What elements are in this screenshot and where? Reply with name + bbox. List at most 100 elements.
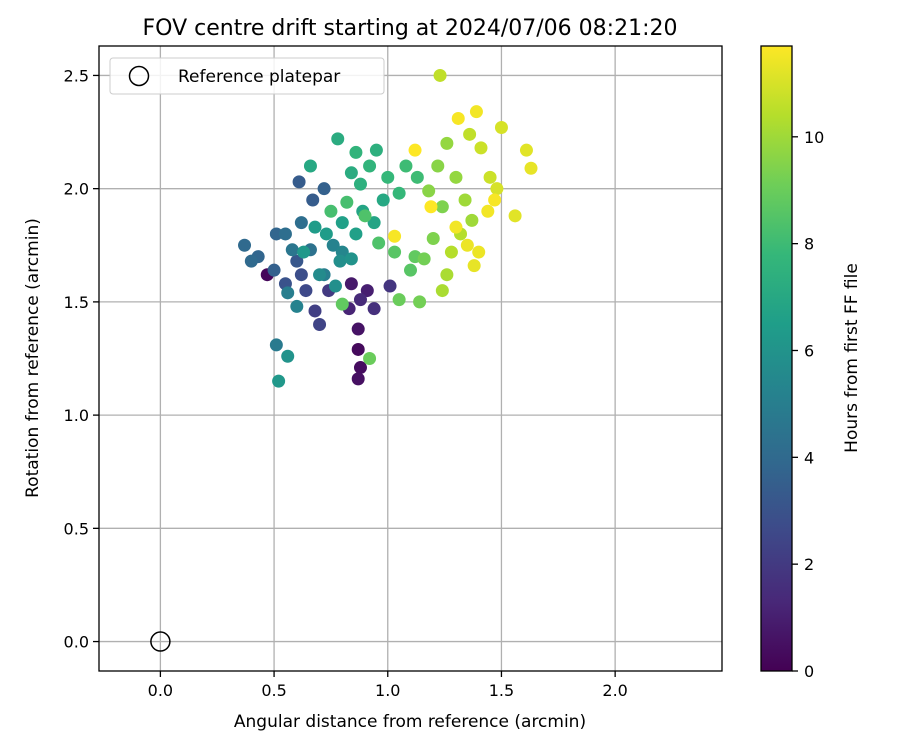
colorbar-label: Hours from first FF file	[842, 263, 862, 453]
data-point	[392, 186, 406, 200]
data-point	[367, 302, 381, 316]
data-point	[331, 132, 345, 146]
data-point	[417, 252, 431, 266]
data-point	[449, 220, 463, 234]
data-point	[440, 268, 454, 282]
colorbar-tick-label: 10	[804, 128, 824, 147]
y-tick-label: 1.5	[64, 293, 89, 312]
data-point	[472, 245, 486, 259]
data-point	[458, 193, 472, 207]
data-point	[292, 175, 306, 189]
colorbar-tick-label: 2	[804, 555, 814, 574]
data-point	[424, 200, 438, 214]
reference-marker-layer	[150, 631, 171, 652]
data-point	[344, 252, 358, 266]
data-point	[319, 227, 333, 241]
data-point	[435, 284, 449, 298]
data-point	[340, 195, 354, 209]
data-point	[267, 263, 281, 277]
data-point	[335, 297, 349, 311]
data-point	[519, 143, 533, 157]
data-point	[465, 213, 479, 227]
data-point	[344, 166, 358, 180]
data-point	[297, 245, 311, 259]
x-axis-label: Angular distance from reference (arcmin)	[234, 712, 586, 732]
data-point	[469, 105, 483, 119]
chart-title: FOV centre drift starting at 2024/07/06 …	[143, 16, 678, 41]
data-point	[326, 238, 340, 252]
data-points	[238, 68, 538, 388]
y-tick-label: 2.0	[64, 180, 89, 199]
colorbar-ticks: 0 2 4 6 8 10	[792, 128, 824, 681]
legend-marker-reference	[128, 65, 150, 87]
data-point	[494, 121, 508, 135]
y-axis-ticks: 0.0 0.5 1.0 1.5 2.0 2.5	[64, 66, 99, 652]
data-point	[444, 245, 458, 259]
data-point	[376, 193, 390, 207]
colorbar-tick-label: 4	[804, 448, 814, 467]
x-axis-ticks: 0.0 0.5 1.0 1.5 2.0	[148, 671, 628, 700]
data-point	[308, 220, 322, 234]
data-point	[422, 184, 436, 198]
data-point	[383, 279, 397, 293]
data-point	[467, 259, 481, 273]
data-point	[369, 143, 383, 157]
data-point	[313, 268, 327, 282]
data-point	[351, 342, 365, 356]
data-point	[433, 68, 447, 82]
y-tick-label: 0.5	[64, 519, 89, 538]
data-point	[294, 268, 308, 282]
x-tick-label: 1.0	[375, 681, 400, 700]
legend-box	[109, 57, 385, 95]
data-point	[333, 254, 347, 268]
data-point	[353, 177, 367, 191]
data-point	[272, 374, 286, 388]
data-point	[381, 170, 395, 184]
data-point	[308, 304, 322, 318]
x-tick-label: 2.0	[602, 681, 627, 700]
data-point	[306, 193, 320, 207]
data-point	[404, 263, 417, 277]
data-point	[363, 159, 377, 173]
x-tick-label: 1.5	[489, 681, 514, 700]
data-point	[481, 204, 495, 218]
data-point	[349, 227, 363, 241]
colorbar: 0 2 4 6 8 10 Hours from first FF file	[760, 45, 862, 681]
data-point	[351, 322, 365, 336]
data-point	[388, 245, 402, 259]
plot-frame	[98, 45, 723, 672]
data-point	[440, 136, 454, 150]
data-point	[367, 216, 381, 230]
data-point	[392, 293, 406, 307]
legend-label-reference: Reference platepar	[178, 67, 340, 87]
data-point	[508, 209, 522, 223]
colorbar-tick-label: 8	[804, 235, 814, 254]
data-point	[303, 159, 317, 173]
data-point	[299, 284, 313, 298]
data-point	[435, 200, 449, 214]
data-point	[290, 254, 304, 268]
data-point	[363, 352, 377, 365]
data-point	[490, 182, 504, 196]
data-point	[238, 238, 252, 252]
legend: Reference platepar	[109, 57, 385, 95]
reference-platepar-marker	[150, 631, 171, 652]
data-point	[408, 143, 422, 157]
data-point	[281, 349, 295, 363]
data-point	[483, 170, 497, 184]
data-point	[290, 299, 304, 313]
data-point	[488, 193, 502, 207]
data-point	[451, 111, 465, 125]
data-point	[524, 161, 538, 175]
data-point	[317, 182, 331, 196]
data-point	[460, 238, 474, 252]
data-point	[278, 227, 292, 241]
data-point	[449, 170, 463, 184]
data-point	[344, 277, 358, 291]
data-point	[353, 361, 367, 375]
data-point	[294, 216, 308, 230]
data-point	[463, 127, 477, 141]
data-point	[281, 286, 295, 300]
data-point	[269, 338, 283, 352]
